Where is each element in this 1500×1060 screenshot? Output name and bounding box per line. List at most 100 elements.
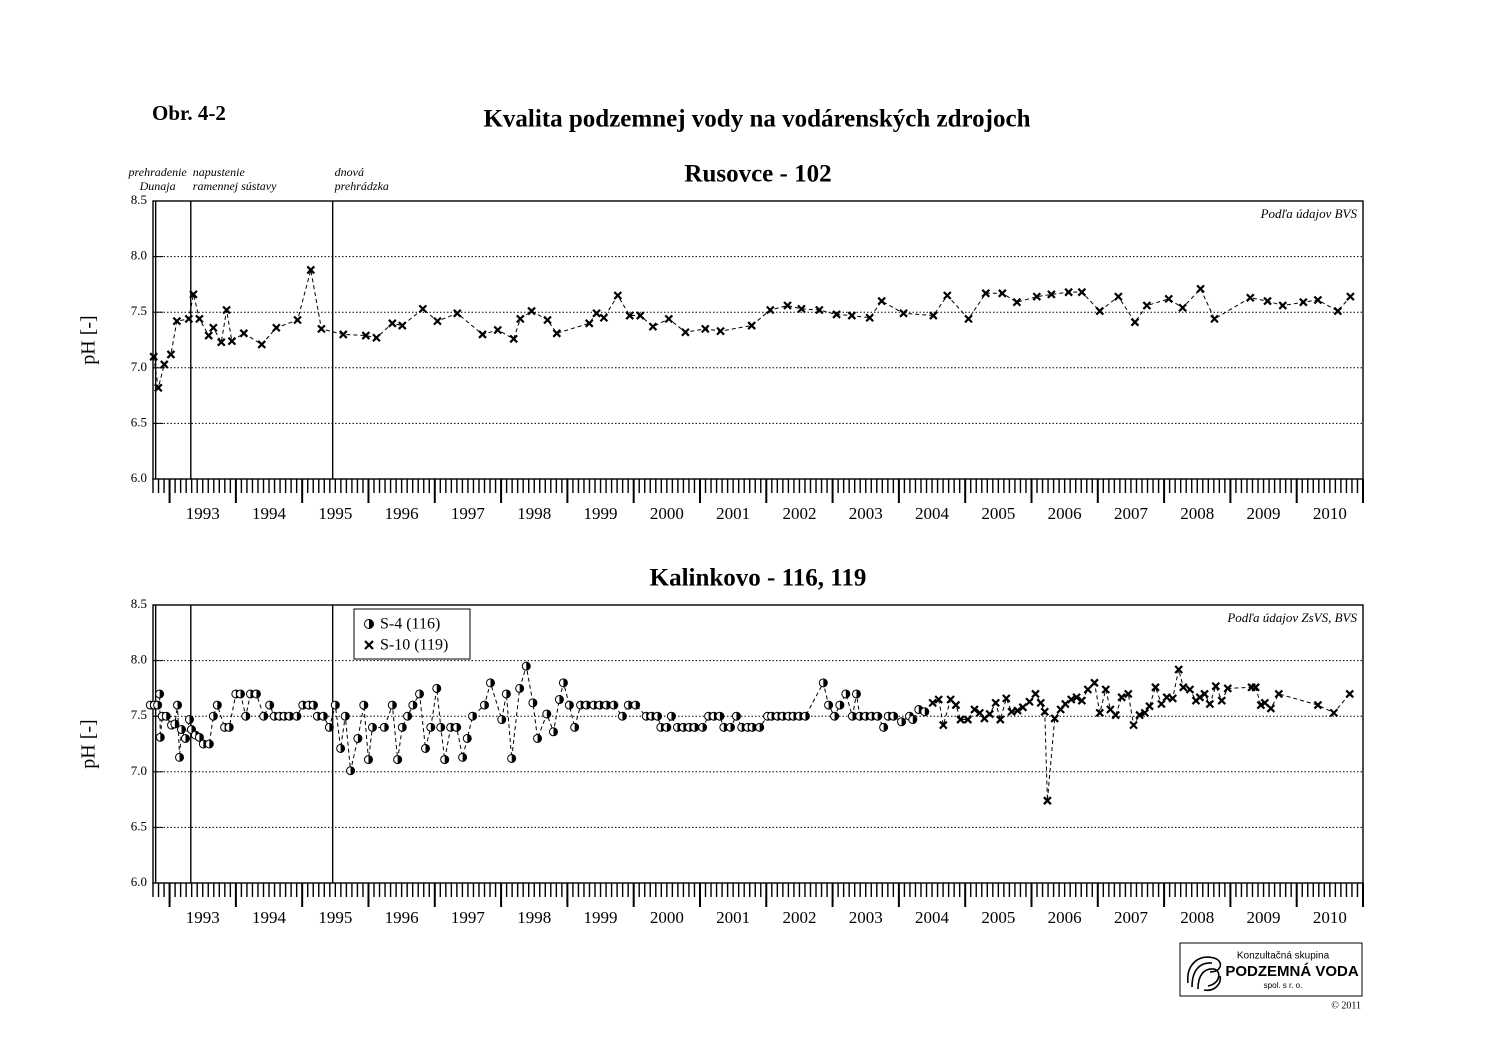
point [189, 290, 198, 299]
point [239, 329, 249, 338]
point [241, 711, 251, 721]
point [570, 722, 580, 732]
point [317, 324, 326, 334]
point [929, 311, 938, 320]
x-tick-label: 2005 [981, 504, 1015, 523]
point-half [546, 709, 551, 718]
x-tick-label: 2000 [650, 908, 684, 927]
point-stroke [1130, 317, 1140, 327]
point-stroke [1111, 710, 1120, 720]
point [340, 711, 350, 721]
point-stroke [372, 333, 381, 343]
point-stroke [1263, 296, 1272, 306]
point [956, 715, 965, 724]
point-stroke [929, 311, 938, 320]
point-stroke [239, 329, 249, 338]
event-label: napustenie [193, 165, 246, 179]
point [1179, 683, 1188, 692]
point [1117, 693, 1126, 702]
point-half [425, 744, 430, 753]
event-label: prehradenie [128, 165, 188, 179]
point [841, 689, 851, 699]
legend-label: S-10 (119) [380, 637, 448, 654]
point [330, 700, 340, 710]
point-half [166, 712, 171, 721]
point [617, 711, 627, 721]
point [353, 733, 363, 743]
point [1162, 693, 1172, 702]
point [1329, 708, 1339, 718]
point [251, 689, 261, 699]
point-stroke [493, 325, 503, 335]
point [582, 700, 592, 710]
point-stroke [306, 265, 316, 275]
point-stroke [1246, 293, 1255, 303]
point-half [456, 723, 461, 732]
point-half [519, 684, 524, 693]
point [783, 301, 792, 310]
point-half [419, 689, 424, 698]
point [865, 313, 874, 323]
point-half [357, 734, 362, 743]
y-tick-label: 6.0 [131, 470, 147, 485]
point-half [397, 755, 402, 764]
point [346, 766, 356, 776]
point-stroke [928, 698, 937, 708]
point-half [313, 701, 318, 710]
point-half [350, 766, 355, 775]
point-stroke [1043, 796, 1052, 805]
point [308, 700, 318, 710]
point [1196, 284, 1205, 294]
point [725, 722, 735, 732]
point-stroke [996, 715, 1005, 724]
point-stroke [934, 695, 943, 704]
point-half [430, 723, 435, 732]
point-stroke [964, 314, 973, 324]
point [1333, 306, 1343, 316]
point [528, 698, 538, 708]
point [832, 310, 841, 319]
point-stroke [257, 340, 267, 349]
point-half [209, 740, 214, 748]
point-stroke [636, 311, 645, 320]
point-half [511, 754, 516, 763]
point [516, 314, 525, 324]
y-tick-label: 6.0 [131, 874, 147, 889]
x-tick-label: 2002 [782, 504, 816, 523]
point-stroke [1151, 683, 1160, 692]
point [815, 305, 824, 315]
point-half [852, 712, 857, 721]
point [166, 350, 176, 359]
point [928, 698, 937, 708]
chart-title: Rusovce - 102 [684, 161, 831, 188]
point [662, 722, 672, 732]
data-source: Podľa údajov ZsVS, BVS [1226, 610, 1357, 625]
point [1129, 720, 1138, 730]
point [934, 695, 943, 704]
logo-line: Konzultačná skupina [1237, 951, 1330, 962]
point [996, 715, 1005, 724]
point-stroke [1329, 708, 1339, 718]
point-half [345, 712, 350, 721]
point-half [440, 723, 445, 732]
point-half [924, 707, 929, 716]
logo: Konzultačná skupina PODZEMNÁ VODA spol. … [1179, 942, 1363, 997]
point-stroke [1162, 693, 1172, 702]
point-stroke [1032, 292, 1042, 301]
point [1251, 683, 1260, 692]
point-stroke [388, 319, 397, 328]
point-stroke [433, 316, 442, 326]
point [1313, 295, 1323, 305]
point [222, 305, 231, 315]
point-stroke [527, 306, 536, 316]
point-stroke [832, 310, 841, 319]
point-half [532, 698, 537, 707]
point-half [606, 701, 611, 710]
point-stroke [1135, 710, 1144, 720]
point-stroke [398, 321, 407, 330]
point [851, 689, 861, 699]
x-tick-label: 2007 [1114, 504, 1149, 523]
point-half [407, 712, 412, 721]
point [847, 311, 857, 320]
point-stroke [1217, 696, 1227, 705]
